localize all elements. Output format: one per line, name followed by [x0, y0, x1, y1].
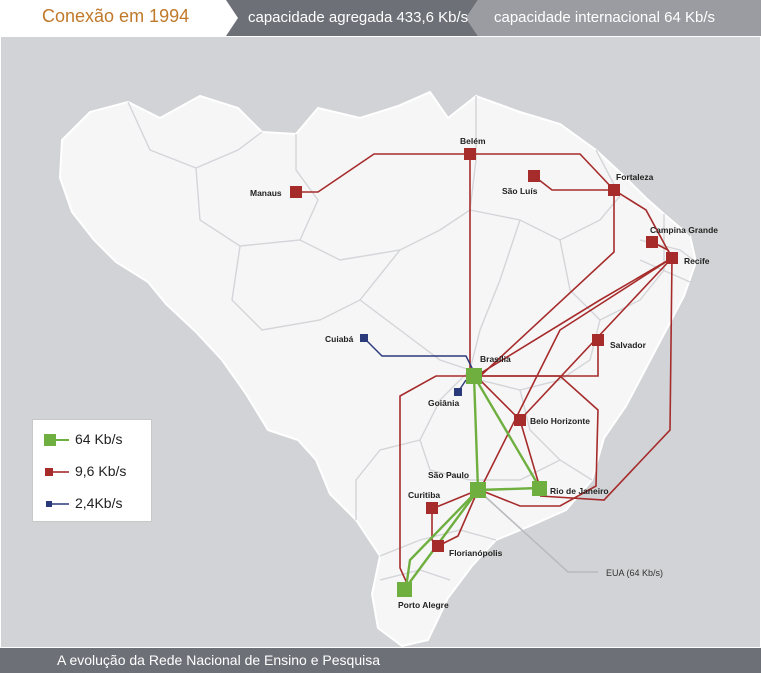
legend-symbol-2-4	[46, 501, 69, 507]
label-campina-grande: Campina Grande	[650, 225, 719, 235]
label-belem: Belém	[460, 136, 486, 146]
label-recife: Recife	[684, 256, 710, 266]
footer-bar: A evolução da Rede Nacional de Ensino e …	[0, 648, 761, 673]
node-belem	[464, 148, 476, 160]
node-brasilia	[466, 368, 482, 384]
node-rio-de-janeiro	[532, 481, 547, 496]
international-link	[477, 489, 598, 573]
node-curitiba	[426, 502, 438, 514]
node-goiania	[454, 388, 462, 396]
label-salvador: Salvador	[610, 340, 646, 350]
legend-label-2-4: 2,4Kb/s	[75, 495, 123, 511]
aggregate-capacity: capacidade agregada 433,6 Kb/s	[248, 9, 469, 26]
international-capacity: capacidade internacional 64 Kb/s	[494, 9, 715, 26]
legend-symbol-9-6	[45, 468, 69, 476]
node-fortaleza	[608, 184, 620, 196]
node-sao-luis	[528, 170, 540, 182]
node-campina-grande	[646, 236, 658, 248]
map-title: Conexão em 1994	[42, 6, 190, 26]
label-eua-link: EUA (64 Kb/s)	[606, 568, 664, 578]
node-cuiaba	[360, 334, 368, 342]
label-florianopolis: Florianópolis	[449, 548, 503, 558]
label-brasilia: Brasília	[480, 354, 511, 364]
header-background	[0, 0, 761, 36]
label-curitiba: Curitiba	[408, 490, 441, 500]
node-salvador	[592, 334, 604, 346]
label-rio-de-janeiro: Rio de Janeiro	[550, 486, 609, 496]
brazil-network-map: Belém Manaus São Luís Fortaleza Campina …	[0, 36, 761, 648]
legend-label-64: 64 Kb/s	[75, 431, 123, 447]
legend-label-9-6: 9,6 Kb/s	[75, 463, 127, 479]
label-manaus: Manaus	[250, 188, 282, 198]
node-porto-alegre	[397, 582, 412, 597]
label-porto-alegre: Porto Alegre	[398, 600, 449, 610]
label-fortaleza: Fortaleza	[616, 172, 654, 182]
state-borders	[127, 96, 697, 581]
node-manaus	[290, 186, 302, 198]
node-recife	[666, 252, 678, 264]
brazil-landmass	[58, 90, 698, 648]
node-florianopolis	[432, 540, 444, 552]
label-cuiaba: Cuiabá	[325, 334, 354, 344]
node-sao-paulo	[470, 482, 486, 498]
header-bar: Conexão em 1994 capacidade agregada 433,…	[0, 0, 761, 36]
footer-caption: A evolução da Rede Nacional de Ensino e …	[57, 652, 380, 668]
label-sao-paulo: São Paulo	[428, 470, 470, 480]
node-belo-horizonte	[514, 414, 526, 426]
legend-symbol-64	[44, 434, 69, 446]
label-sao-luis: São Luís	[502, 186, 538, 196]
legend: 64 Kb/s 9,6 Kb/s 2,4Kb/s	[32, 419, 152, 522]
label-belo-horizonte: Belo Horizonte	[530, 416, 590, 426]
city-nodes	[290, 148, 678, 597]
links-64-kbps	[403, 375, 542, 591]
label-goiania: Goiânia	[428, 398, 460, 408]
